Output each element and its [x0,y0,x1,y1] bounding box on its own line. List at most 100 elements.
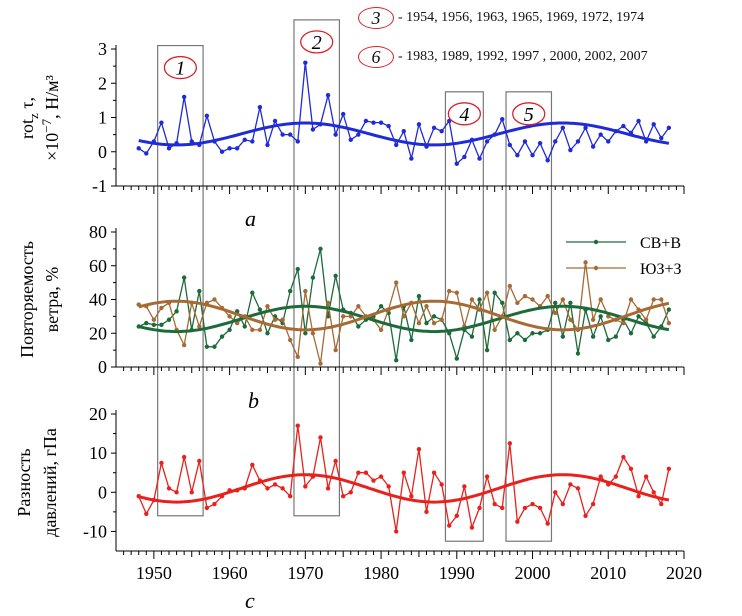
x-tick-label: 1980 [363,563,399,583]
data-point [431,125,437,130]
data-point [507,441,513,446]
data-point [613,474,619,479]
box-label-2: 2 [312,32,322,54]
data-point [356,304,361,309]
data-point [484,347,490,353]
data-point [151,317,157,322]
data-point [341,494,346,499]
box-circle-4 [447,102,482,126]
data-point [666,466,672,471]
series-line-1 [138,262,670,364]
box-circle-5 [512,102,546,126]
data-point [484,474,490,479]
data-point [219,149,225,154]
x-tick-label: 1960 [212,563,248,583]
data-point [181,94,187,100]
data-point [363,118,369,124]
data-point [416,122,422,127]
panel-c-pressure-difference: -10 0 10 20 1950 1960 1970 1980 1990 2000 2010 2020… [14,404,702,613]
data-point [606,314,611,319]
data-point [295,139,300,144]
data-point [447,288,452,294]
data-point [378,120,384,125]
data-point [189,490,194,495]
legend-label: ЮЗ+З [640,261,682,278]
data-point [287,494,293,499]
annotation-3-years: - 1954, 1956, 1963, 1965, 1969, 1972, 19… [398,10,645,26]
data-point [181,454,187,460]
data-point [348,490,353,495]
data-point [144,320,149,326]
data-point [560,501,566,507]
data-point [409,337,414,343]
data-point [333,347,338,353]
y-tick-label: 0 [98,142,107,162]
y-tick-label: 0 [98,482,107,502]
data-point [553,300,558,306]
data-point [583,125,588,130]
data-point [424,304,429,309]
data-point [197,458,202,464]
data-point [265,486,270,491]
data-point [416,320,422,326]
data-point [583,513,588,518]
data-point [394,280,399,285]
data-point [507,283,513,289]
data-point [522,505,528,511]
y-tick-label: -1 [92,176,107,196]
data-point [174,309,179,314]
x-tick-label: 2020 [666,563,702,583]
data-point [416,447,422,452]
data-point [575,351,581,356]
data-point [537,140,543,146]
data-point [537,505,543,511]
data-point [257,307,263,312]
data-point [151,322,157,328]
data-point [500,505,505,511]
data-point [166,317,172,322]
data-point [659,297,664,302]
data-point [166,146,172,151]
y-tick-label: 20 [89,404,107,424]
data-point [356,470,361,475]
data-point [242,324,247,329]
data-point [394,358,399,363]
data-point [431,470,437,475]
data-point [454,290,459,295]
data-point [280,486,285,491]
data-point [219,334,225,339]
data-point [568,317,573,322]
y-tick-label: 10 [89,443,107,463]
annotation-3: 3- 1954, 1956, 1963, 1965, 1969, 1972, 1… [358,7,644,29]
data-point [515,519,520,524]
data-point [454,161,459,166]
data-point [515,300,520,306]
data-point [590,317,596,322]
highlight-box-4 [444,91,484,542]
data-point [356,132,361,137]
data-point [204,505,210,511]
data-point [386,123,391,129]
data-point [606,139,611,144]
data-point [394,142,399,148]
y-axis-label-line1: Разность [14,448,34,516]
data-point [469,297,475,302]
data-point [234,320,240,326]
data-point [621,123,626,129]
data-point [651,297,656,302]
data-point [204,344,210,349]
y-axis-label-line1: Повторяемость [17,241,37,358]
data-point [318,361,323,366]
data-point [204,113,210,118]
data-point [462,154,467,160]
data-point [348,137,353,142]
data-point [590,144,596,149]
data-point [159,460,164,466]
data-point [666,320,672,326]
y-axis-label-line2: ×10−7, Н/м³ [39,75,62,161]
data-point [454,513,459,518]
data-point [272,118,278,124]
data-point [530,297,535,302]
data-point [492,290,497,295]
data-point [287,337,293,343]
